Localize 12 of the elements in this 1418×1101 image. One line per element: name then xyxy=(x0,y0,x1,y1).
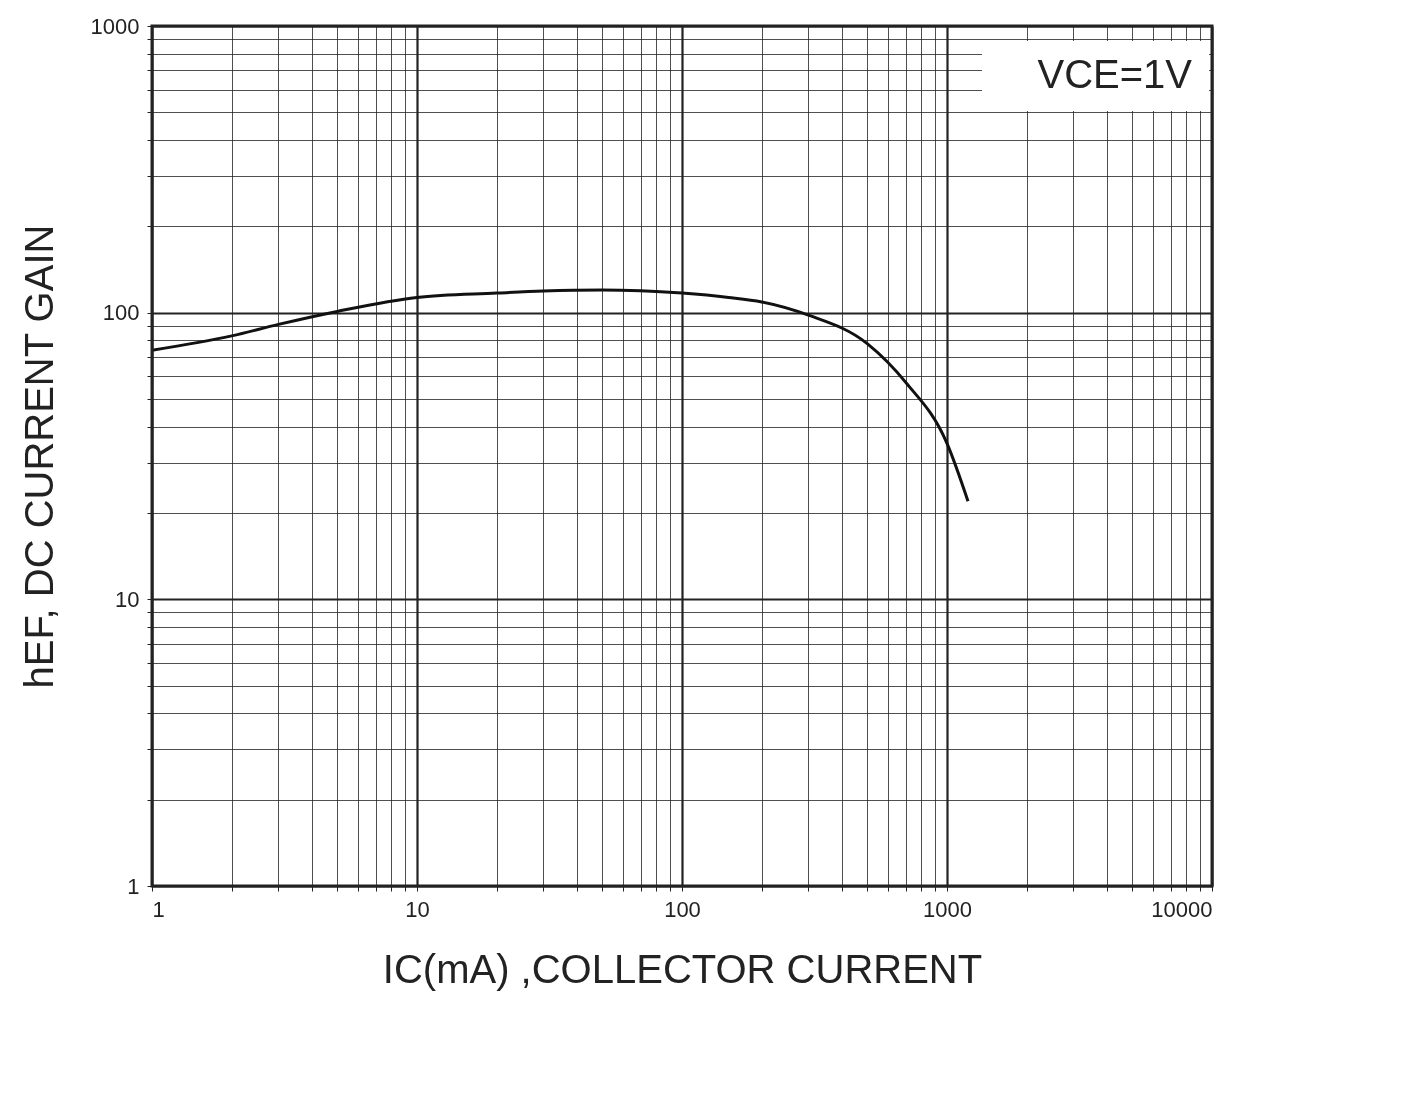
x-tick-label: 10000 xyxy=(1151,896,1213,922)
annotation: VCE=1V xyxy=(1037,52,1193,96)
y-tick-label: 1000 xyxy=(90,13,140,39)
y-tick-label: 100 xyxy=(102,300,140,326)
y-tick-label: 1 xyxy=(127,873,140,899)
x-tick-label: 1 xyxy=(152,896,165,922)
x-tick-label: 100 xyxy=(664,896,701,922)
y-axis-title: hEF, DC CURRENT GAIN xyxy=(16,224,61,689)
x-axis-title: IC(mA) ,COLLECTOR CURRENT xyxy=(382,946,983,991)
y-tick-label: 10 xyxy=(115,586,140,612)
x-tick-label: 10 xyxy=(405,896,430,922)
x-tick-label: 1000 xyxy=(923,896,972,922)
